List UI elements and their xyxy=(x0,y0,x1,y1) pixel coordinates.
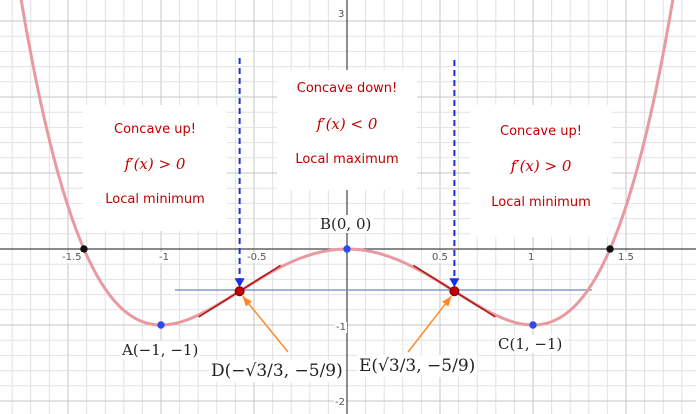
data-point xyxy=(80,245,88,253)
y-tick-label: -2 xyxy=(334,397,346,408)
points xyxy=(80,245,614,329)
middle-region-line1: Concave down! xyxy=(296,81,398,96)
orange-arrow-d xyxy=(242,295,289,353)
point-label-e: E(√3/3, −5/9) xyxy=(357,355,478,377)
arrowhead-blue xyxy=(449,278,460,288)
orange-arrow-e xyxy=(407,295,452,353)
data-point xyxy=(529,321,537,329)
data-point xyxy=(157,321,165,329)
middle-region-line2: f′(x) < 0 xyxy=(316,115,378,133)
arrowhead-orange xyxy=(442,296,452,307)
data-point xyxy=(234,286,245,297)
y-tick-label: 3 xyxy=(337,9,346,20)
x-tick-label: 1.5 xyxy=(617,252,635,263)
x-tick-label: -1 xyxy=(158,252,170,263)
x-tick-label: 1 xyxy=(527,252,536,263)
x-tick-label: -0.5 xyxy=(246,252,268,263)
middle-region-line3: Local maximum xyxy=(295,152,399,167)
x-tick-label: -1.5 xyxy=(61,252,83,263)
arrows xyxy=(234,58,460,353)
left-region-line3: Local minimum xyxy=(105,192,205,207)
right-region-line1: Concave up! xyxy=(500,124,582,139)
data-point xyxy=(449,286,460,297)
data-point xyxy=(343,245,351,253)
point-label-c: C(1, −1) xyxy=(496,335,565,353)
right-region-line2: f′(x) > 0 xyxy=(510,157,572,175)
left-region-line2: f′(x) > 0 xyxy=(124,155,186,173)
point-label-d: D(−√3/3, −5/9) xyxy=(209,360,345,382)
right-region-line3: Local minimum xyxy=(491,195,591,210)
arrowhead-orange xyxy=(242,296,253,307)
data-point xyxy=(606,245,614,253)
x-tick-label: 0.5 xyxy=(431,252,449,263)
y-tick-label: -1 xyxy=(335,322,347,333)
point-label-a: A(−1, −1) xyxy=(120,341,201,359)
arrowhead-blue xyxy=(234,278,245,288)
left-region-box: Concave up! f′(x) > 0 Local minimum xyxy=(83,105,227,231)
right-region-box: Concave up! f′(x) > 0 Local minimum xyxy=(470,105,612,237)
point-label-b: B(0, 0) xyxy=(318,215,374,233)
middle-region-box: Concave down! f′(x) < 0 Local maximum xyxy=(277,70,417,190)
left-region-line1: Concave up! xyxy=(114,122,196,137)
